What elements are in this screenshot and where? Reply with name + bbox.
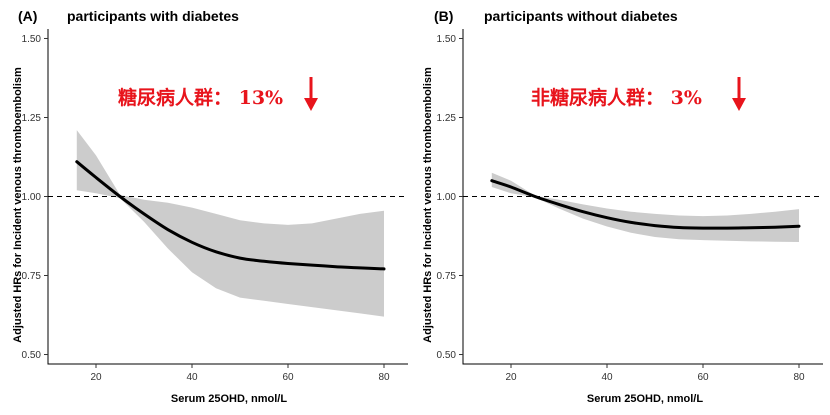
y-tick-label: 0.75 [22, 271, 42, 282]
panel-with-diabetes: (A) participants with diabetes Adjusted … [12, 8, 408, 405]
panel-title: participants with diabetes [67, 8, 239, 24]
down-arrow-icon [304, 77, 318, 111]
annotation-text: 非糖尿病人群： 3% [531, 86, 702, 109]
x-tick-label: 60 [697, 372, 709, 383]
x-axis-title: Serum 25OHD, nmol/L [171, 393, 287, 405]
confidence-band [491, 172, 799, 242]
y-tick-label: 0.50 [437, 350, 457, 361]
panel-title: participants without diabetes [484, 8, 678, 24]
x-tick-label: 80 [378, 372, 390, 383]
x-tick-label: 20 [505, 372, 517, 383]
x-tick-label: 60 [282, 372, 294, 383]
annotation-text: 糖尿病人群： 13% [118, 86, 283, 109]
panel-without-diabetes: (B) participants without diabetes Adjust… [422, 8, 823, 405]
y-tick-label: 0.50 [22, 350, 42, 361]
x-tick-label: 40 [186, 372, 198, 383]
panel-label: (B) [434, 8, 453, 24]
confidence-band [76, 130, 385, 317]
y-tick-label: 1.50 [22, 34, 42, 45]
hr-curve [75, 160, 386, 271]
y-tick-label: 0.75 [437, 271, 457, 282]
x-tick-label: 40 [601, 372, 613, 383]
hr-curve [490, 179, 801, 230]
down-arrow-icon [732, 77, 746, 111]
panel-label: (A) [18, 8, 37, 24]
x-tick-label: 20 [90, 372, 102, 383]
y-tick-label: 1.00 [437, 192, 457, 203]
x-axis-title: Serum 25OHD, nmol/L [587, 393, 703, 405]
x-tick-label: 80 [793, 372, 805, 383]
y-tick-label: 1.50 [437, 34, 457, 45]
y-tick-label: 1.25 [22, 113, 42, 124]
y-axis-title: Adjusted HRs for Incident venous thrombo… [422, 67, 434, 343]
y-tick-label: 1.00 [22, 192, 42, 203]
y-axis-title: Adjusted HRs for Incident venous thrombo… [12, 67, 24, 343]
y-tick-label: 1.25 [437, 113, 457, 124]
